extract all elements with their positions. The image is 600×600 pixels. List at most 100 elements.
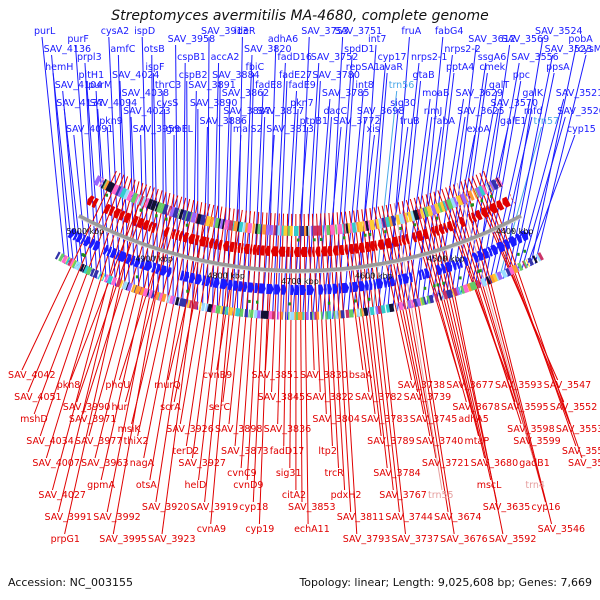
- gene-arrow: [274, 284, 281, 295]
- ruler-tick-label: 5000 kbp: [67, 227, 105, 236]
- reverse-gene-label: SAV_3919: [191, 502, 239, 513]
- category-tick: [178, 209, 185, 220]
- gene-arrow: [123, 212, 132, 224]
- feature-marker: [256, 300, 259, 304]
- gene-arrow: [237, 281, 244, 292]
- gene-arrow: [443, 222, 449, 233]
- category-tick: [134, 194, 140, 204]
- forward-gene-label: SAV_3890: [190, 98, 238, 109]
- forward-gene-label: SAV_3612: [468, 34, 516, 45]
- forward-gene-label: cspB2: [179, 70, 208, 81]
- forward-leader-line: [152, 72, 159, 301]
- category-tick: [410, 299, 415, 308]
- figure-title: Streptomyces avermitilis MA-4680, comple…: [111, 8, 489, 24]
- ruler-tick-label: 4700 kbp: [281, 277, 319, 286]
- forward-gene-label: SAV_3913: [201, 26, 249, 37]
- gene-arrow: [348, 243, 354, 255]
- category-tick: [85, 266, 93, 276]
- reverse-leader-line: [479, 172, 577, 447]
- gene-arrow: [299, 284, 307, 295]
- reverse-gene-label: murQ: [154, 380, 181, 391]
- category-tick: [260, 310, 266, 319]
- forward-gene-label: SAV_3813: [266, 124, 314, 135]
- feature-marker: [185, 223, 189, 227]
- forward-gene-label: SAV_3958: [168, 34, 216, 45]
- gene-arrow: [383, 277, 387, 288]
- category-tick: [459, 194, 465, 205]
- ruler-tick-label: 4600 kbp: [355, 271, 393, 280]
- gene-arrow: [204, 275, 211, 287]
- category-tick: [181, 210, 189, 221]
- forward-leader-line: [73, 134, 89, 275]
- category-tick: [334, 224, 338, 235]
- category-tick: [515, 264, 520, 272]
- reverse-gene-label: SAV_3738: [398, 380, 446, 391]
- gene-arrow: [417, 270, 422, 281]
- reverse-gene-label: SAV_3793: [343, 534, 391, 545]
- gene-arrow: [213, 277, 220, 289]
- category-tick: [123, 189, 130, 200]
- category-tick: [388, 216, 394, 227]
- reverse-gene-label: SAV_3811: [337, 512, 385, 523]
- forward-leader-line: [108, 36, 121, 288]
- category-tick: [184, 210, 190, 221]
- forward-leader-line: [367, 72, 388, 316]
- forward-category-band: [54, 251, 544, 321]
- reverse-gene-label: SAV_3558: [568, 458, 600, 469]
- category-tick: [140, 196, 147, 207]
- reverse-leader-line: [216, 209, 243, 371]
- forward-gene-label: exoA: [467, 124, 491, 135]
- category-tick: [97, 271, 102, 280]
- category-tick: [354, 308, 357, 317]
- gene-arrow: [352, 281, 359, 293]
- category-tick: [430, 204, 438, 216]
- category-tick: [150, 200, 158, 211]
- category-tick: [168, 295, 175, 305]
- category-tick: [253, 309, 258, 319]
- gene-arrow: [290, 246, 294, 257]
- gene-arrow: [300, 246, 308, 257]
- category-tick: [82, 264, 88, 273]
- forward-gene-label: SAV_3751: [335, 26, 383, 37]
- forward-gene-label: thrC3: [155, 80, 181, 91]
- category-tick: [248, 309, 251, 318]
- reverse-gene-label: SAV_3804: [312, 414, 360, 425]
- category-tick: [247, 222, 253, 234]
- category-tick: [126, 282, 133, 292]
- reverse-leader-line: [173, 204, 215, 403]
- reverse-gene-label: SAV_4027: [38, 490, 86, 501]
- gene-arrow: [320, 246, 327, 257]
- reverse-gene-label: SAV_3836: [264, 424, 312, 435]
- forward-gene-label: ptpB1: [300, 116, 328, 127]
- category-tick: [423, 206, 430, 218]
- feature-marker: [296, 238, 300, 242]
- gene-arrow: [213, 239, 219, 250]
- feature-marker: [367, 297, 371, 301]
- gene-arrow: [468, 213, 474, 224]
- category-tick: [427, 205, 434, 217]
- gene-arrow: [440, 263, 447, 274]
- category-tick: [422, 207, 427, 218]
- reverse-leader-line: [88, 188, 159, 437]
- gene-arrow: [113, 208, 122, 219]
- gene-arrow: [507, 236, 517, 248]
- reverse-leader-line: [271, 213, 280, 393]
- category-tick: [385, 304, 389, 313]
- gene-arrow: [451, 219, 457, 230]
- genome-backbone-highlight: [77, 217, 523, 274]
- forward-gene-label: SAV_3887: [223, 106, 271, 117]
- category-tick: [402, 213, 407, 224]
- gene-arrow: [209, 238, 215, 249]
- gene-arrow: [281, 284, 287, 295]
- gene-arrow: [182, 232, 190, 243]
- category-tick: [446, 198, 454, 210]
- category-tick: [220, 305, 224, 315]
- category-tick: [239, 308, 244, 317]
- category-tick: [375, 305, 381, 315]
- category-tick: [396, 214, 402, 225]
- category-tick: [103, 180, 111, 191]
- reverse-gene-label: SAV_3680: [471, 458, 519, 469]
- gene-arrow: [139, 258, 145, 269]
- gene-arrow: [106, 246, 113, 257]
- category-tick: [433, 293, 439, 302]
